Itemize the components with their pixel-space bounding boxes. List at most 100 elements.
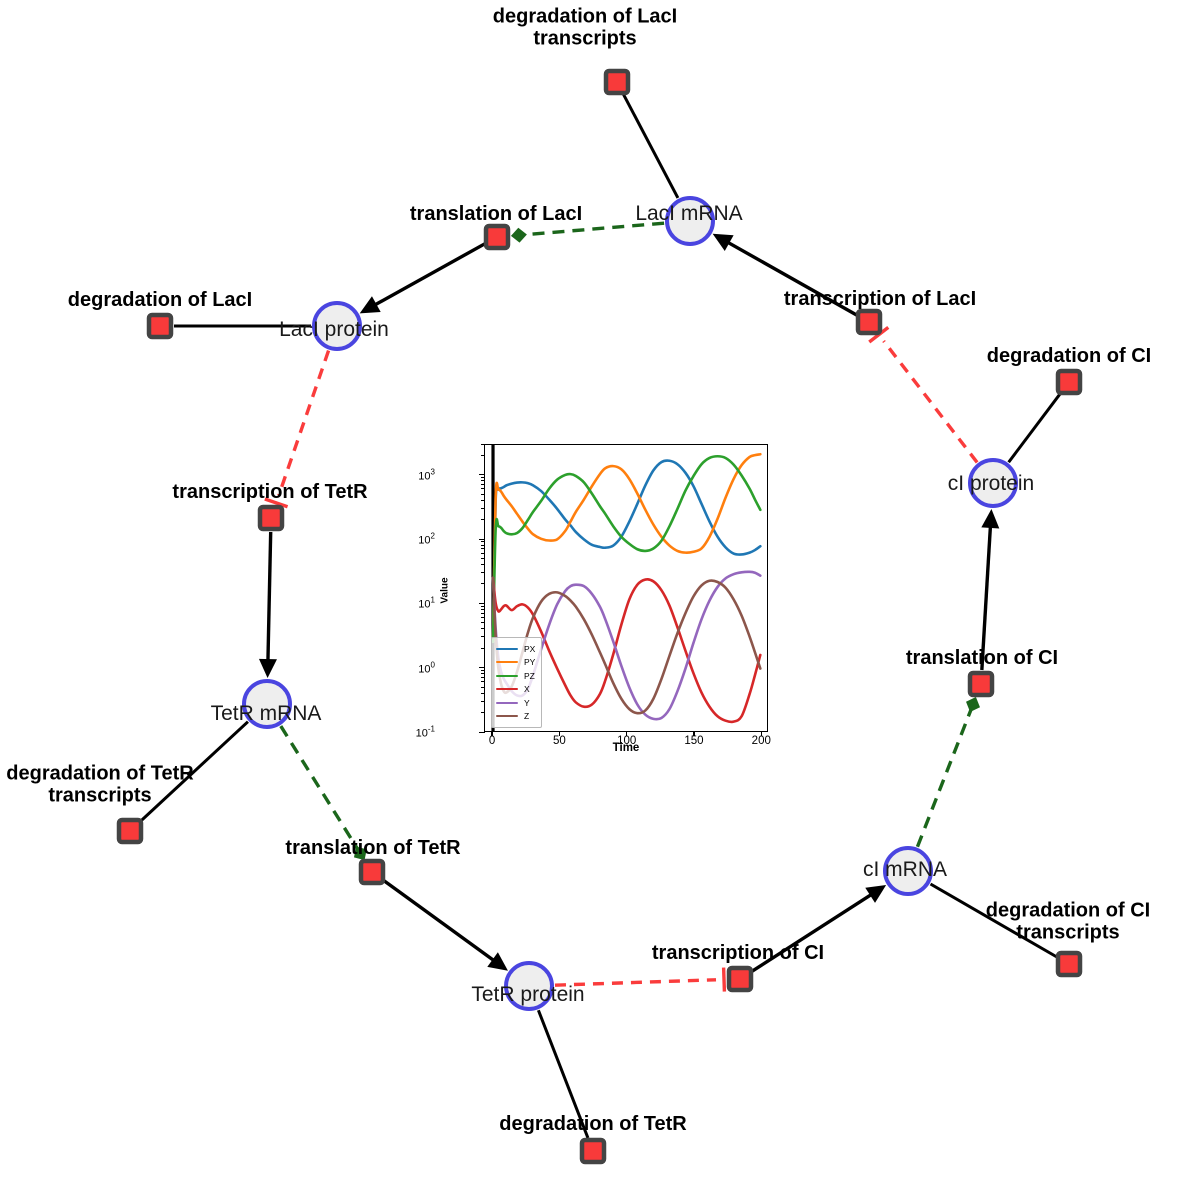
plot-ytick-2: 101 — [418, 596, 435, 611]
plot-ytick-minor — [481, 552, 485, 554]
plot-xtick-mark-2 — [626, 731, 628, 736]
plot-ytick-mark-4 — [479, 474, 485, 476]
edge-transl_laci-to-laci_protein — [359, 242, 486, 314]
reaction-label-transl_laci: translation of LacI — [409, 202, 583, 225]
plot-ytick-minor — [481, 493, 485, 495]
edge-ci_mrna-to-transl_ci — [915, 697, 980, 848]
plot-ytick-minor — [481, 583, 485, 585]
plot-series-X — [491, 576, 762, 724]
plot-xtick-2: 100 — [617, 735, 637, 747]
legend-entry-X: X — [496, 683, 535, 697]
reaction-node-deg_laci_transcripts[interactable] — [603, 68, 631, 96]
plot-ytick-minor — [481, 499, 485, 501]
reaction-node-transcr_laci[interactable] — [855, 308, 883, 336]
reaction-node-transcr_ci[interactable] — [726, 965, 754, 993]
plot-ytick-minor — [481, 605, 485, 607]
reaction-node-transl_laci[interactable] — [483, 223, 511, 251]
plot-ytick-minor — [481, 673, 485, 675]
plot-legend: PX PY PZ X Y Z — [491, 637, 543, 728]
legend-entry-Z: Z — [496, 710, 535, 724]
reaction-node-transcr_tetr[interactable] — [257, 504, 285, 532]
species-label-ci_mrna: cI mRNA — [863, 858, 947, 881]
plot-xtick-3: 150 — [684, 735, 704, 747]
plot-ytick-minor — [481, 700, 485, 702]
legend-entry-Y: Y — [496, 696, 535, 710]
plot-ytick-1: 100 — [418, 660, 435, 675]
reaction-label-deg_laci: degradation of LacI — [67, 288, 253, 311]
reaction-label-deg_ci_transcripts: degradation of CI transcripts — [985, 899, 1151, 944]
species-node-tetr_mrna[interactable] — [242, 679, 292, 729]
plot-xtick-4: 200 — [751, 735, 771, 747]
legend-label-PY: PY — [524, 657, 536, 667]
plot-ytick-minor — [481, 564, 485, 566]
species-label-tetr_mrna: TetR mRNA — [210, 702, 322, 725]
edge-deg_ci_transcripts-to-ci_mrna — [929, 882, 1058, 959]
edge-transcr_laci-to-laci_mrna — [712, 233, 858, 317]
plot-ytick-minor — [481, 609, 485, 611]
legend-swatch-Y — [496, 701, 518, 704]
plot-ytick-minor — [481, 484, 485, 486]
species-node-ci_protein[interactable] — [968, 458, 1018, 508]
edge-laci_protein-to-transcr_tetr — [264, 350, 331, 509]
plot-ytick-mark-2 — [479, 602, 485, 605]
edge-transcr_ci-to-ci_mrna — [750, 885, 887, 973]
plot-ytick-minor — [481, 670, 485, 672]
plot-ytick-minor — [481, 636, 485, 638]
species-node-laci_protein[interactable] — [312, 301, 362, 351]
species-label-tetr_protein: TetR protein — [471, 983, 585, 1006]
legend-label-PZ: PZ — [524, 670, 535, 681]
edge-deg_tetr-to-tetr_protein — [537, 1009, 590, 1139]
plot-ytick-3: 102 — [418, 531, 435, 547]
plot-ytick-minor — [481, 712, 485, 714]
reaction-node-transl_tetr[interactable] — [358, 858, 386, 886]
reaction-label-transcr_tetr: transcription of TetR — [172, 480, 368, 503]
plot-xtick-mark-1 — [558, 731, 561, 736]
plot-ytick-0: 10-1 — [415, 724, 435, 740]
reaction-node-deg_ci[interactable] — [1055, 368, 1083, 396]
plot-ytick-minor — [481, 480, 485, 482]
reaction-node-deg_laci[interactable] — [146, 312, 174, 340]
plot-xtick-mark-0 — [491, 731, 493, 736]
species-node-ci_mrna[interactable] — [883, 846, 933, 896]
reaction-label-transl_ci: translation of CI — [905, 646, 1059, 669]
plot-ytick-minor — [481, 541, 485, 543]
legend-label-PX: PX — [524, 643, 536, 654]
species-node-tetr_protein[interactable] — [504, 961, 554, 1011]
reaction-label-deg_ci: degradation of CI — [986, 344, 1152, 367]
species-label-ci_protein: cI protein — [947, 472, 1035, 495]
plot-ytick-minor — [481, 686, 485, 688]
reaction-node-deg_tetr_transcripts[interactable] — [116, 817, 144, 845]
species-node-laci_mrna[interactable] — [665, 196, 715, 246]
edge-transl_ci-to-ci_protein — [980, 508, 1000, 671]
edge-deg_tetr_transcripts-to-tetr_mrna — [139, 720, 249, 823]
plot-xtick-mark-3 — [693, 731, 695, 736]
plot-frame: PX PY PZ X Y Z — [484, 444, 768, 732]
reaction-label-transcr_laci: transcription of LacI — [783, 287, 977, 310]
plot-x-axis-label: Time — [612, 742, 640, 754]
plot-ytick-minor — [481, 681, 485, 683]
plot-ytick-minor — [481, 544, 485, 546]
reaction-node-deg_tetr[interactable] — [579, 1137, 607, 1165]
plot-ytick-minor — [481, 548, 485, 550]
plot-ytick-mark-1 — [479, 667, 485, 669]
reaction-node-transl_ci[interactable] — [967, 670, 995, 698]
plot-series-PY — [491, 452, 762, 643]
reaction-label-transl_tetr: translation of TetR — [285, 836, 461, 859]
legend-entry-PZ: PZ — [496, 669, 535, 683]
plot-ytick-minor — [481, 647, 485, 649]
legend-entry-PY: PY — [496, 656, 535, 670]
plot-ytick-4: 103 — [418, 467, 435, 483]
edge-tetr_protein-to-transcr_ci — [554, 967, 727, 992]
plot-ytick-minor — [481, 477, 485, 479]
plot-ytick-minor — [481, 454, 485, 456]
plot-ytick-minor — [481, 628, 485, 630]
reaction-label-deg_tetr_transcripts: degradation of TetR transcripts — [6, 762, 194, 807]
plot-ytick-minor — [481, 443, 485, 445]
reaction-node-deg_ci_transcripts[interactable] — [1055, 950, 1083, 978]
plot-ytick-minor — [481, 622, 485, 624]
edge-transcr_tetr-to-tetr_mrna — [258, 531, 277, 679]
edge-deg_ci-to-ci_protein — [1007, 392, 1062, 464]
legend-swatch-PY — [496, 661, 518, 664]
